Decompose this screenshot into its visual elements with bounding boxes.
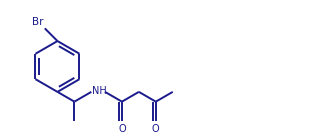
- Text: NH: NH: [92, 86, 107, 96]
- Text: O: O: [152, 124, 160, 134]
- Text: O: O: [118, 124, 126, 134]
- Text: Br: Br: [32, 17, 44, 27]
